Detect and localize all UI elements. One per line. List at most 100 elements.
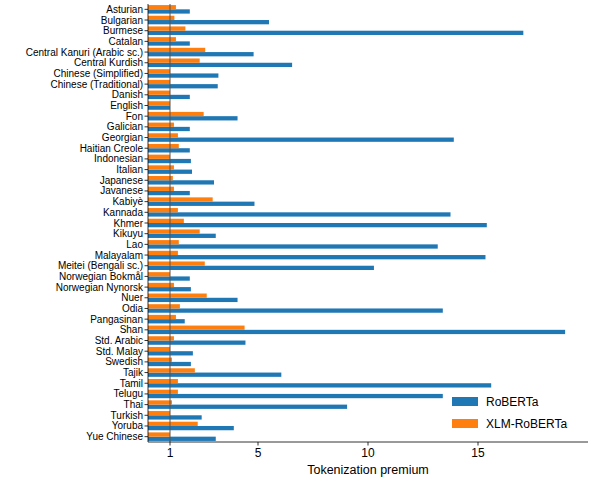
category-label: Danish <box>112 89 143 100</box>
chart: AsturianBulgarianBurmeseCatalanCentral K… <box>0 0 590 480</box>
category-label: Norwegian Nynorsk <box>56 282 144 293</box>
category-label: Odia <box>122 303 144 314</box>
bar <box>148 91 170 95</box>
y-tick <box>145 126 149 127</box>
y-tick <box>145 73 149 74</box>
x-tick <box>478 442 479 446</box>
bar <box>148 84 218 88</box>
x-axis-label: Tokenization premium <box>307 463 429 477</box>
x-tick <box>170 442 171 446</box>
category-label: Std. Arabic <box>95 335 143 346</box>
y-tick <box>145 393 149 394</box>
category-label: Khmer <box>114 218 144 229</box>
y-tick <box>145 276 149 277</box>
category-label: Japanese <box>100 175 144 186</box>
bar <box>148 298 238 302</box>
y-tick <box>145 436 149 437</box>
bar <box>148 73 218 77</box>
y-tick <box>145 158 149 159</box>
category-label: Georgian <box>102 132 143 143</box>
category-label: English <box>110 100 143 111</box>
y-tick <box>145 340 149 341</box>
x-tick-label: 15 <box>471 446 485 460</box>
y-tick <box>145 351 149 352</box>
bar <box>148 26 185 30</box>
category-label: Malayalam <box>95 250 143 261</box>
y-tick <box>145 233 149 234</box>
category-label: Fon <box>126 111 143 122</box>
bar <box>148 308 443 312</box>
category-label: Kabiyè <box>112 196 143 207</box>
category-label: Pangasinan <box>90 314 143 325</box>
bar <box>148 326 245 330</box>
y-tick <box>145 9 149 10</box>
bar <box>148 255 485 259</box>
y-tick <box>145 212 149 213</box>
bar <box>148 272 170 276</box>
bar <box>148 330 565 334</box>
y-tick <box>145 223 149 224</box>
bar <box>148 229 200 233</box>
y-tick <box>145 319 149 320</box>
category-label: Nuer <box>121 292 143 303</box>
bar <box>148 223 487 227</box>
y-tick <box>145 62 149 63</box>
category-label: Catalan <box>109 36 143 47</box>
bar <box>148 276 190 280</box>
bar <box>148 31 523 35</box>
x-tick-label: 10 <box>361 446 375 460</box>
bar <box>148 138 454 142</box>
y-tick <box>145 169 149 170</box>
bar <box>148 390 178 394</box>
category-label: Norwegian Bokmål <box>59 271 143 282</box>
bar <box>148 112 204 116</box>
category-label: Lao <box>126 239 143 250</box>
bar <box>148 37 176 41</box>
category-label: Chinese (Simplified) <box>54 68 143 79</box>
bar <box>148 234 216 238</box>
y-tick <box>145 30 149 31</box>
y-tick <box>145 244 149 245</box>
y-tick <box>145 20 149 21</box>
y-tick <box>145 308 149 309</box>
bar <box>148 69 170 73</box>
bar <box>148 180 214 184</box>
bar <box>148 48 205 52</box>
bar <box>148 261 205 265</box>
category-label: Shan <box>120 324 143 335</box>
bar <box>148 5 176 9</box>
bar <box>148 358 172 362</box>
bar <box>148 219 184 223</box>
bar <box>148 287 191 291</box>
bars <box>148 5 565 441</box>
bar <box>148 148 190 152</box>
category-label: Kannada <box>103 207 143 218</box>
category-label: Std. Malay <box>96 346 143 357</box>
category-label: Turkish <box>111 410 143 421</box>
bar <box>148 208 178 212</box>
legend-label: XLM-RoBERTa <box>486 417 567 431</box>
bar <box>148 58 200 62</box>
category-label: Thai <box>124 399 143 410</box>
bar <box>148 379 178 383</box>
bar <box>148 244 438 248</box>
legend-swatch <box>452 397 478 406</box>
bar <box>148 405 347 409</box>
category-label: Yoruba <box>112 420 144 431</box>
y-tick <box>145 94 149 95</box>
y-tick <box>145 265 149 266</box>
bar <box>148 95 190 99</box>
y-tick <box>145 41 149 42</box>
category-label: Tajik <box>123 367 144 378</box>
bar <box>148 155 170 159</box>
x-tick <box>368 442 369 446</box>
bar <box>148 80 170 84</box>
x-tick-label: 5 <box>255 446 262 460</box>
bar <box>148 202 254 206</box>
bar <box>148 9 190 13</box>
y-tick <box>145 84 149 85</box>
category-label: Central Kurdish <box>74 57 143 68</box>
y-tick <box>145 287 149 288</box>
legend-label: RoBERTa <box>486 395 539 409</box>
x-tick-label: 1 <box>167 446 174 460</box>
